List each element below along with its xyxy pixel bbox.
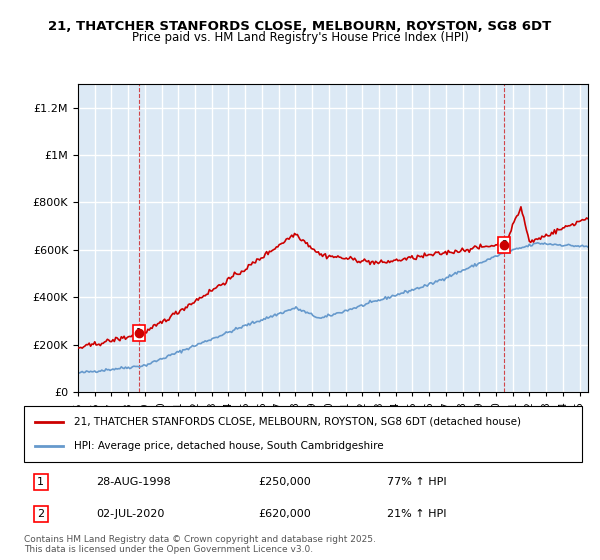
- FancyBboxPatch shape: [24, 406, 582, 462]
- Text: 77% ↑ HPI: 77% ↑ HPI: [387, 477, 446, 487]
- Text: 2: 2: [501, 240, 508, 250]
- Text: Contains HM Land Registry data © Crown copyright and database right 2025.
This d: Contains HM Land Registry data © Crown c…: [24, 535, 376, 554]
- Text: 28-AUG-1998: 28-AUG-1998: [97, 477, 171, 487]
- Text: Price paid vs. HM Land Registry's House Price Index (HPI): Price paid vs. HM Land Registry's House …: [131, 31, 469, 44]
- Text: 02-JUL-2020: 02-JUL-2020: [97, 509, 165, 519]
- Text: £620,000: £620,000: [259, 509, 311, 519]
- Text: 1: 1: [37, 477, 44, 487]
- Text: 21, THATCHER STANFORDS CLOSE, MELBOURN, ROYSTON, SG8 6DT: 21, THATCHER STANFORDS CLOSE, MELBOURN, …: [49, 20, 551, 32]
- Text: HPI: Average price, detached house, South Cambridgeshire: HPI: Average price, detached house, Sout…: [74, 441, 384, 451]
- Text: 1: 1: [136, 328, 142, 338]
- Text: £250,000: £250,000: [259, 477, 311, 487]
- Text: 2: 2: [37, 509, 44, 519]
- Text: 21, THATCHER STANFORDS CLOSE, MELBOURN, ROYSTON, SG8 6DT (detached house): 21, THATCHER STANFORDS CLOSE, MELBOURN, …: [74, 417, 521, 427]
- Text: 21% ↑ HPI: 21% ↑ HPI: [387, 509, 446, 519]
